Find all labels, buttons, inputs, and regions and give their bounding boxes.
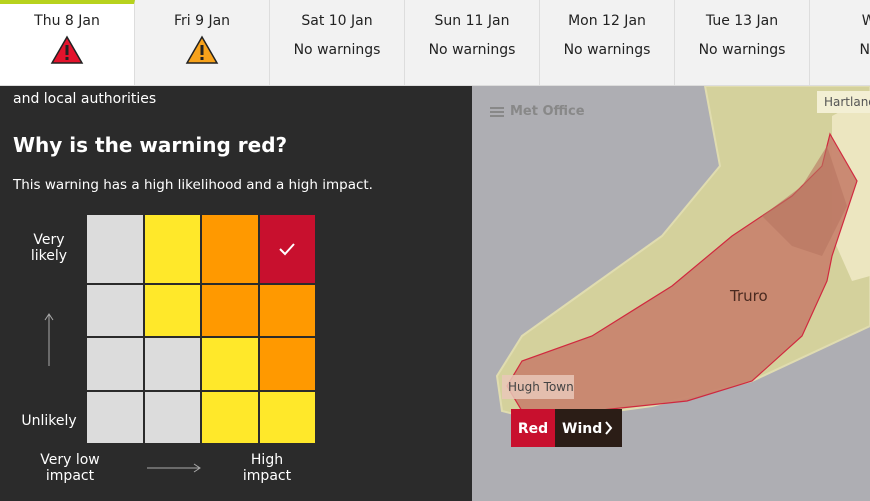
day-tab[interactable]: Mon 12 Jan No warnings — [540, 0, 675, 85]
summary: This warning has a high likelihood and a… — [13, 177, 373, 193]
warning-panel: and local authorities Why is the warning… — [0, 86, 472, 501]
risk-matrix — [87, 215, 315, 443]
intro-text: and local authorities — [13, 91, 157, 107]
impact-right: High impact — [242, 452, 292, 484]
warning-icon — [50, 35, 84, 64]
svg-text:Met Office: Met Office — [510, 104, 585, 119]
tab-day: Tue 13 Jan — [705, 13, 779, 29]
likelihood-bottom: Unlikely — [21, 413, 77, 429]
day-tab[interactable]: Tue 13 Jan No warnings — [675, 0, 810, 85]
tab-status: No warnings — [293, 42, 381, 58]
day-tab[interactable]: Wed No w — [810, 0, 870, 85]
tab-day: Sun 11 Jan — [434, 13, 510, 29]
likelihood-top: Very likely — [30, 232, 68, 264]
tab-day: Sat 10 Jan — [301, 13, 373, 29]
tab-day: Wed — [810, 13, 870, 29]
badge-type: Wind — [562, 421, 602, 437]
map[interactable]: Met Office Hartland Truro Hugh Town Red … — [472, 86, 870, 501]
warning-badge[interactable]: Red Wind — [511, 409, 622, 447]
arrow-up — [44, 313, 54, 366]
warning-icon — [185, 35, 219, 64]
place-label: Hugh Town — [508, 380, 574, 394]
day-tab[interactable]: Thu 8 Jan — [0, 0, 135, 85]
tab-status: No warnings — [428, 42, 516, 58]
impact-left: Very low impact — [40, 452, 100, 484]
tab-day: Mon 12 Jan — [568, 13, 646, 29]
day-tab[interactable]: Sat 10 Jan No warnings — [270, 0, 405, 85]
day-tab[interactable]: Fri 9 Jan — [135, 0, 270, 85]
place-label: Truro — [729, 287, 768, 305]
arrow-right — [147, 463, 201, 473]
tab-day: Fri 9 Jan — [173, 13, 231, 29]
brand: Met Office — [490, 104, 585, 119]
tab-status: No warnings — [563, 42, 651, 58]
day-tabs: Thu 8 Jan Fri 9 Jan Sat 10 Jan No warnings S… — [0, 0, 870, 86]
tab-status: No w — [859, 42, 870, 58]
badge-level: Red — [518, 421, 548, 437]
place-label: Hartland — [824, 95, 870, 109]
tab-day: Thu 8 Jan — [34, 13, 100, 29]
day-tab[interactable]: Sun 11 Jan No warnings — [405, 0, 540, 85]
heading: Why is the warning red? — [13, 133, 288, 157]
tab-status: No warnings — [698, 42, 786, 58]
